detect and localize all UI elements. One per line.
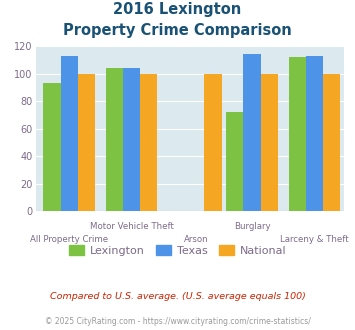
Bar [306, 56, 323, 211]
Text: All Property Crime: All Property Crime [30, 235, 108, 244]
Bar [244, 54, 261, 211]
Text: © 2025 CityRating.com - https://www.cityrating.com/crime-statistics/: © 2025 CityRating.com - https://www.city… [45, 317, 310, 326]
Text: Burglary: Burglary [234, 222, 271, 231]
Bar [60, 56, 78, 211]
Bar [323, 74, 340, 211]
Legend: Lexington, Texas, National: Lexington, Texas, National [64, 240, 291, 260]
Bar [261, 74, 278, 211]
Bar [78, 74, 95, 211]
Bar [226, 112, 244, 211]
Text: 2016 Lexington: 2016 Lexington [113, 2, 242, 16]
Bar [289, 57, 306, 211]
Bar [106, 68, 123, 211]
Text: Larceny & Theft: Larceny & Theft [280, 235, 349, 244]
Text: Arson: Arson [184, 235, 208, 244]
Text: Compared to U.S. average. (U.S. average equals 100): Compared to U.S. average. (U.S. average … [50, 292, 305, 301]
Bar [43, 83, 60, 211]
Bar [123, 68, 140, 211]
Bar [204, 74, 222, 211]
Text: Property Crime Comparison: Property Crime Comparison [63, 23, 292, 38]
Text: Motor Vehicle Theft: Motor Vehicle Theft [90, 222, 174, 231]
Bar [140, 74, 158, 211]
